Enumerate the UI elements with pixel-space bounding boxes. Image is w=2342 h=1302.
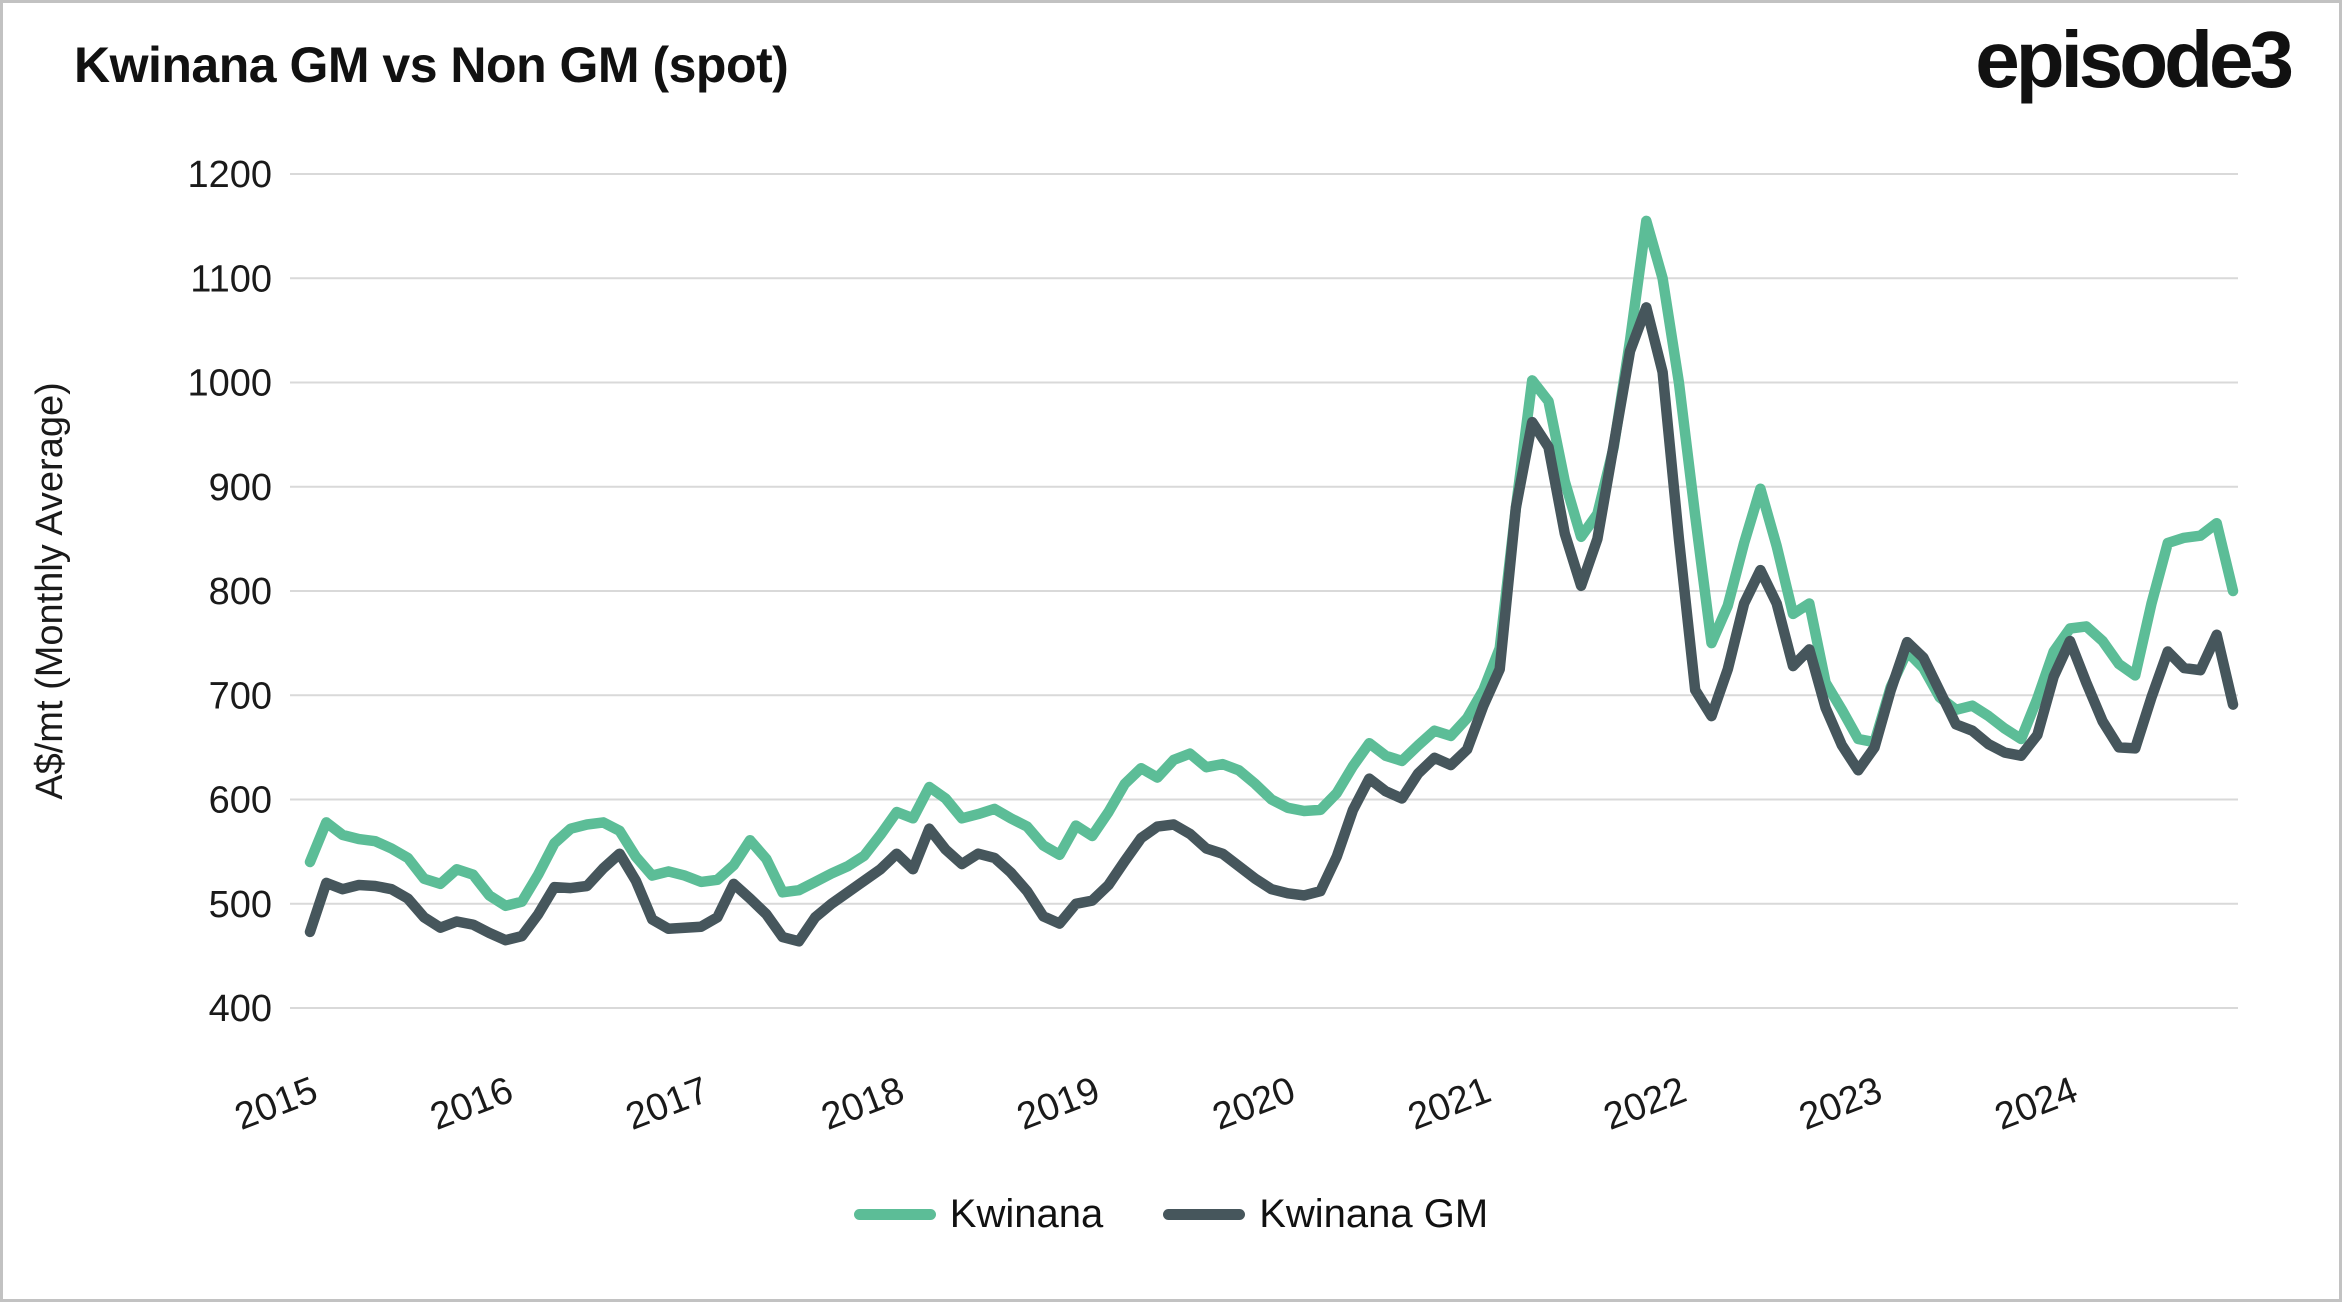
legend-label: Kwinana GM: [1259, 1192, 1489, 1236]
legend-line-swatch-kwinana-gm: [1163, 1209, 1246, 1220]
y-tick-label-1100: 1100: [190, 258, 272, 300]
y-tick-label-500: 500: [209, 884, 272, 926]
x-tick-label-2018: 2018: [816, 1069, 910, 1139]
legend-item-kwinana-gm[interactable]: Kwinana GM: [1163, 1192, 1488, 1237]
x-tick-label-2022: 2022: [1598, 1069, 1692, 1139]
series-lines: [304, 215, 2239, 947]
y-axis-tick-labels: 400 500 600 700 800 900 1000 1100 1200: [187, 154, 272, 1030]
x-tick-label-2023: 2023: [1794, 1069, 1888, 1139]
chart-title: Kwinana GM vs Non GM (spot): [74, 37, 789, 93]
y-tick-label-800: 800: [209, 571, 272, 613]
y-tick-label-900: 900: [209, 467, 272, 509]
y-axis-title: A$/mt (Monthly Average): [29, 382, 71, 799]
x-tick-label-2015: 2015: [229, 1069, 323, 1139]
y-tick-label-1200: 1200: [187, 154, 272, 196]
x-tick-label-2019: 2019: [1011, 1069, 1105, 1139]
x-tick-label-2024: 2024: [1989, 1069, 2083, 1139]
legend-label: Kwinana: [949, 1192, 1104, 1236]
series-line-kwinana: [304, 215, 2239, 912]
y-tick-label-1000: 1000: [187, 363, 272, 405]
y-tick-label-400: 400: [209, 988, 272, 1030]
legend-item-kwinana[interactable]: Kwinana: [853, 1192, 1104, 1237]
x-tick-label-2016: 2016: [425, 1069, 519, 1139]
x-axis-tick-labels: 2015 2016 2017 2018 2019 2020 2021 2022 2023 2024: [229, 1069, 2083, 1139]
series-line-kwinana-gm: [304, 302, 2239, 947]
y-tick-label-600: 600: [209, 780, 272, 822]
legend: Kwinana Kwinana GM: [0, 1192, 2342, 1237]
x-tick-label-2021: 2021: [1403, 1069, 1497, 1139]
y-tick-label-700: 700: [209, 675, 272, 717]
x-tick-label-2017: 2017: [620, 1069, 714, 1139]
episode3-logo: episode3: [1975, 15, 2294, 104]
legend-line-swatch-kwinana: [853, 1209, 936, 1220]
x-tick-label-2020: 2020: [1207, 1069, 1301, 1139]
